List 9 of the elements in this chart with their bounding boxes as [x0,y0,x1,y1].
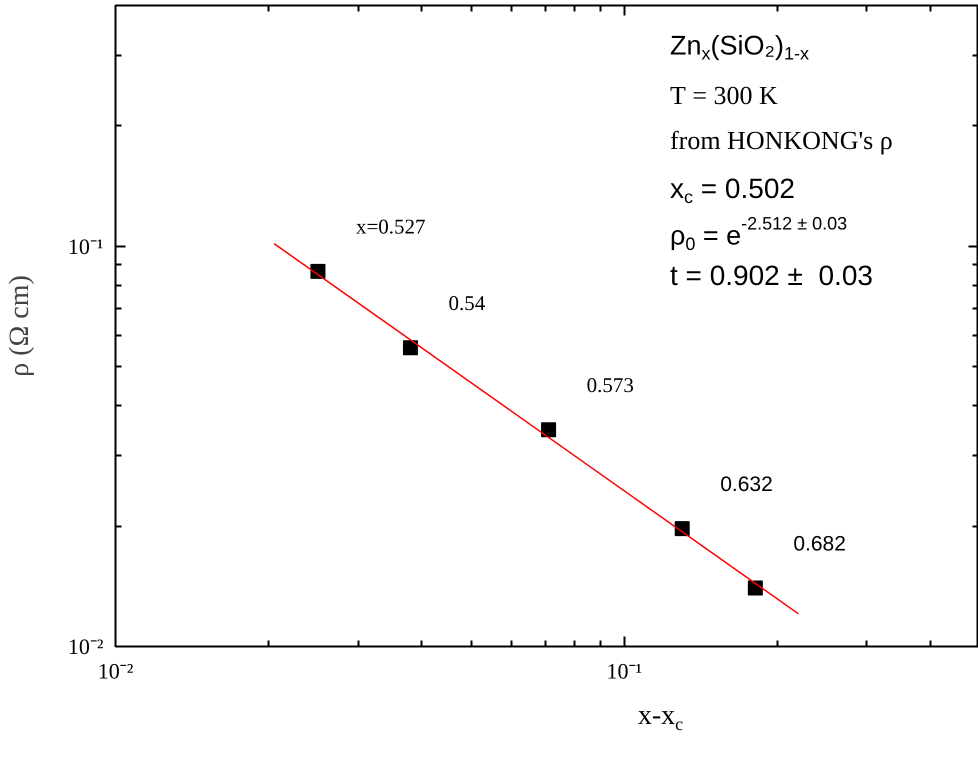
annotation: from HONKONG's ρ [670,126,893,155]
annotation: 0.54 [448,290,486,315]
annotation: T = 300 K [670,81,778,110]
annotation: t = 0.902 ± 0.03 [670,260,873,291]
y-axis-title: ρ (Ω cm) [4,275,35,377]
annotation: x=0.527 [356,214,426,238]
annotation: 0.682 [793,532,846,556]
annotation: 0.573 [586,372,634,397]
annotation: 0.632 [720,473,773,496]
